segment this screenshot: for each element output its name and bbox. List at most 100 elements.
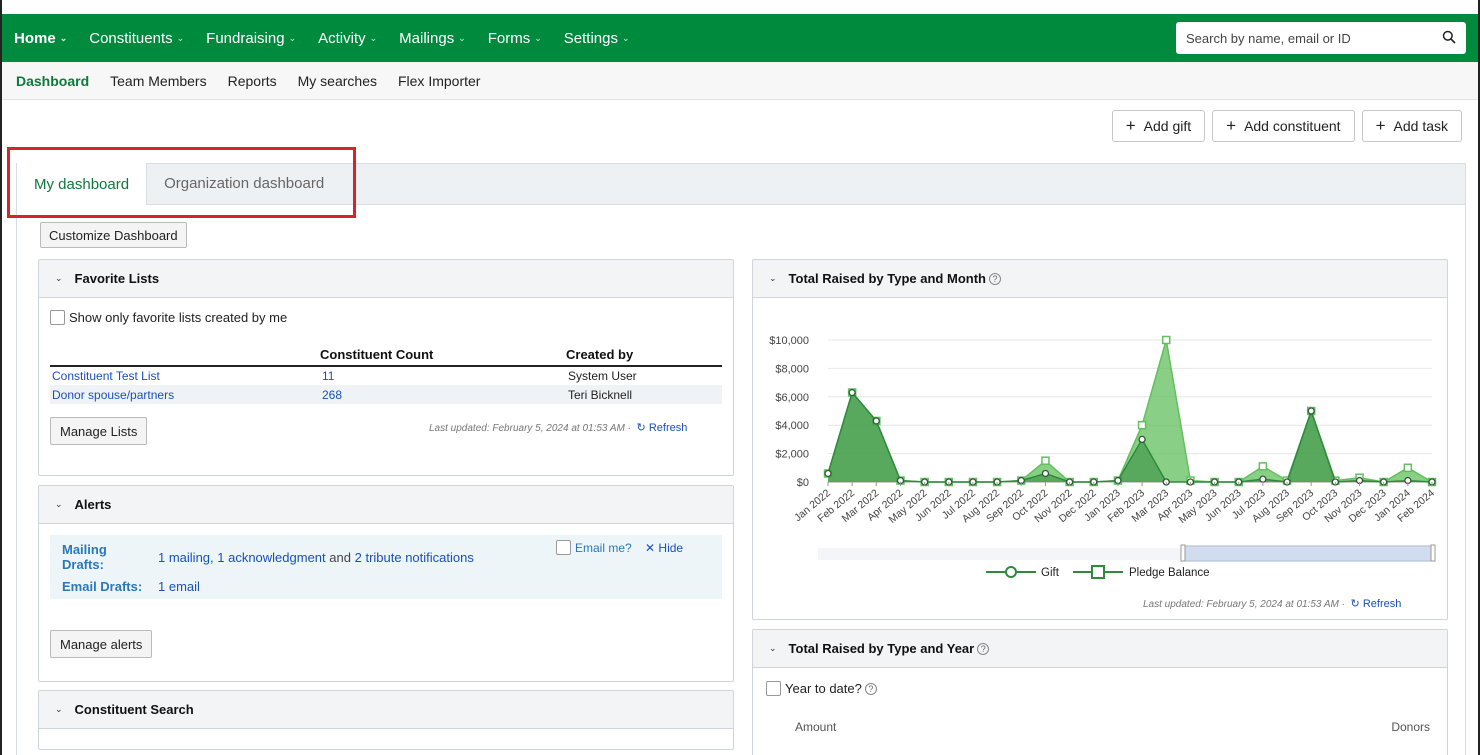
chevron-down-icon: ⌄ — [622, 32, 630, 43]
email-me-toggle[interactable]: Email me? — [556, 540, 632, 555]
total-raised-month-panel: ⌄ Total Raised by Type and Month? $0 $2,00… — [752, 259, 1448, 620]
help-icon[interactable]: ? — [977, 643, 990, 655]
list-name-link[interactable]: Constituent Test List — [52, 369, 160, 383]
panel-title: Alerts — [74, 497, 112, 512]
chevron-down-icon: ⌄ — [55, 499, 63, 509]
panel-title: Total Raised by Type and Month? — [789, 271, 1001, 286]
checkbox[interactable] — [556, 540, 571, 555]
chevron-down-icon: ⌄ — [288, 32, 297, 43]
refresh-icon: ↻ — [1350, 598, 1360, 610]
total-raised-year-panel: ⌄ Total Raised by Type and Year? Year to … — [752, 629, 1448, 755]
subnav-flex-importer[interactable]: Flex Importer — [397, 72, 481, 89]
help-icon[interactable]: ? — [988, 273, 1001, 285]
subnav-my-searches[interactable]: My searches — [297, 72, 377, 89]
panel-header[interactable]: ⌄ Constituent Search — [39, 691, 733, 729]
data-point — [1403, 463, 1413, 473]
subnav-team-members[interactable]: Team Members — [110, 72, 207, 89]
panel-header[interactable]: ⌄ Alerts — [39, 486, 733, 524]
customize-dashboard-button[interactable]: Customize Dashboard — [40, 222, 187, 248]
mailing-drafts-label: Mailing Drafts: — [62, 542, 107, 572]
nav-settings[interactable]: Settings ⌄ — [563, 29, 630, 47]
table-row: Donor spouse/partners 268 Teri Bicknell — [50, 385, 722, 404]
manage-alerts-button[interactable]: Manage alerts — [50, 630, 153, 658]
panel-title: Favorite Lists — [74, 271, 160, 286]
panel-title: Constituent Search — [74, 702, 194, 717]
chevron-down-icon: ⌄ — [55, 273, 63, 283]
constituent-count-link[interactable]: 11 — [322, 369, 335, 383]
panel-title: Total Raised by Type and Year? — [789, 641, 990, 656]
search-icon[interactable] — [1442, 30, 1456, 47]
global-search[interactable] — [1176, 22, 1466, 54]
nav-forms[interactable]: Forms ⌄ — [487, 29, 542, 47]
refresh-button[interactable]: ↻ Refresh — [1350, 598, 1402, 610]
tribute-link[interactable]: 2 tribute notifications — [354, 550, 474, 565]
constituent-search-panel: ⌄ Constituent Search — [38, 690, 734, 750]
column-header-amount: Amount — [795, 720, 837, 734]
mailing-drafts-text: 1 mailing, 1 acknowledgment and 2 tribut… — [158, 550, 474, 565]
search-input[interactable] — [1186, 30, 1442, 46]
column-header-donors: Donors — [1391, 720, 1430, 734]
action-buttons: + Add gift + Add constituent + Add task — [1111, 110, 1462, 142]
legend-pledge-label: Pledge Balance — [1129, 567, 1210, 579]
subnav-reports[interactable]: Reports — [227, 72, 277, 89]
range-handle-left — [1180, 544, 1186, 562]
nav-home[interactable]: Home ⌄ — [14, 29, 68, 47]
top-navigation: Home ⌄ Constituents ⌄ Fundraising ⌄ Activit… — [2, 14, 1478, 62]
panel-header[interactable]: ⌄ Total Raised by Type and Year? — [753, 630, 1447, 668]
data-point — [1137, 420, 1147, 430]
mailing-link[interactable]: 1 mailing, 1 acknowledgment — [158, 550, 326, 565]
range-selector — [1182, 545, 1436, 562]
alerts-panel: ⌄ Alerts Mailing Drafts: 1 mailing, 1 ack… — [38, 485, 734, 682]
data-point — [1259, 475, 1267, 483]
subnav-dashboard[interactable]: Dashboard — [16, 72, 90, 89]
legend-gift-marker — [1005, 566, 1017, 578]
favorites-filter[interactable]: Show only favorite lists created by me — [50, 310, 287, 325]
email-drafts-label: Email Drafts: — [62, 579, 143, 594]
nav-activity[interactable]: Activity ⌄ — [318, 29, 378, 47]
email-drafts-link[interactable]: 1 email — [158, 579, 200, 594]
column-header — [50, 347, 320, 367]
data-point — [848, 388, 856, 397]
year-to-date-toggle[interactable]: Year to date?? — [766, 681, 877, 696]
close-icon: ✕ — [645, 541, 656, 555]
data-point — [824, 469, 832, 478]
series-line — [827, 391, 1433, 483]
chevron-down-icon: ⌄ — [769, 643, 777, 653]
column-header: Constituent Count — [320, 347, 566, 367]
help-icon[interactable]: ? — [864, 683, 877, 695]
tab-organization-dashboard[interactable]: Organization dashboard — [164, 175, 325, 192]
checkbox[interactable] — [766, 681, 781, 696]
created-by: System User — [568, 369, 637, 383]
alerts-list: Mailing Drafts: 1 mailing, 1 acknowledgm… — [50, 535, 722, 599]
manage-lists-button[interactable]: Manage Lists — [50, 417, 148, 445]
list-name-link[interactable]: Donor spouse/partners — [50, 385, 320, 404]
plus-icon: + — [1125, 116, 1136, 135]
panel-header[interactable]: ⌄ Favorite Lists — [39, 260, 733, 298]
favorite-lists-table: Constituent Count Created by Constituent… — [50, 347, 722, 404]
refresh-button[interactable]: ↻ Refresh — [636, 422, 688, 434]
sub-navigation: Dashboard Team Members Reports My search… — [2, 62, 1478, 100]
favorite-lists-panel: ⌄ Favorite Lists Show only favorite lists… — [38, 259, 734, 476]
add-task-button[interactable]: + Add task — [1361, 110, 1462, 142]
data-point — [1041, 469, 1050, 478]
add-gift-button[interactable]: + Add gift — [1111, 110, 1206, 142]
range-handle-right — [1430, 544, 1436, 562]
add-constituent-button[interactable]: + Add constituent — [1212, 110, 1355, 142]
checkbox[interactable] — [50, 310, 65, 325]
column-header: Created by — [566, 347, 722, 367]
nav-mailings[interactable]: Mailings ⌄ — [399, 29, 466, 47]
nav-constituents[interactable]: Constituents ⌄ — [89, 29, 185, 47]
chevron-down-icon: ⌄ — [176, 32, 185, 43]
panel-header[interactable]: ⌄ Total Raised by Type and Month? — [753, 260, 1447, 298]
refresh-icon: ↻ — [636, 422, 646, 434]
y-tick-label: $6,000 — [775, 392, 809, 404]
y-tick-label: $8,000 — [775, 363, 809, 375]
constituent-count-link[interactable]: 268 — [320, 385, 566, 404]
chevron-down-icon: ⌄ — [534, 32, 542, 43]
created-by: Teri Bicknell — [566, 385, 722, 404]
nav-fundraising[interactable]: Fundraising ⌄ — [206, 29, 297, 47]
chevron-down-icon: ⌄ — [55, 704, 63, 714]
tab-my-dashboard[interactable]: My dashboard — [17, 163, 148, 205]
hide-button[interactable]: ✕ Hide — [645, 541, 684, 555]
